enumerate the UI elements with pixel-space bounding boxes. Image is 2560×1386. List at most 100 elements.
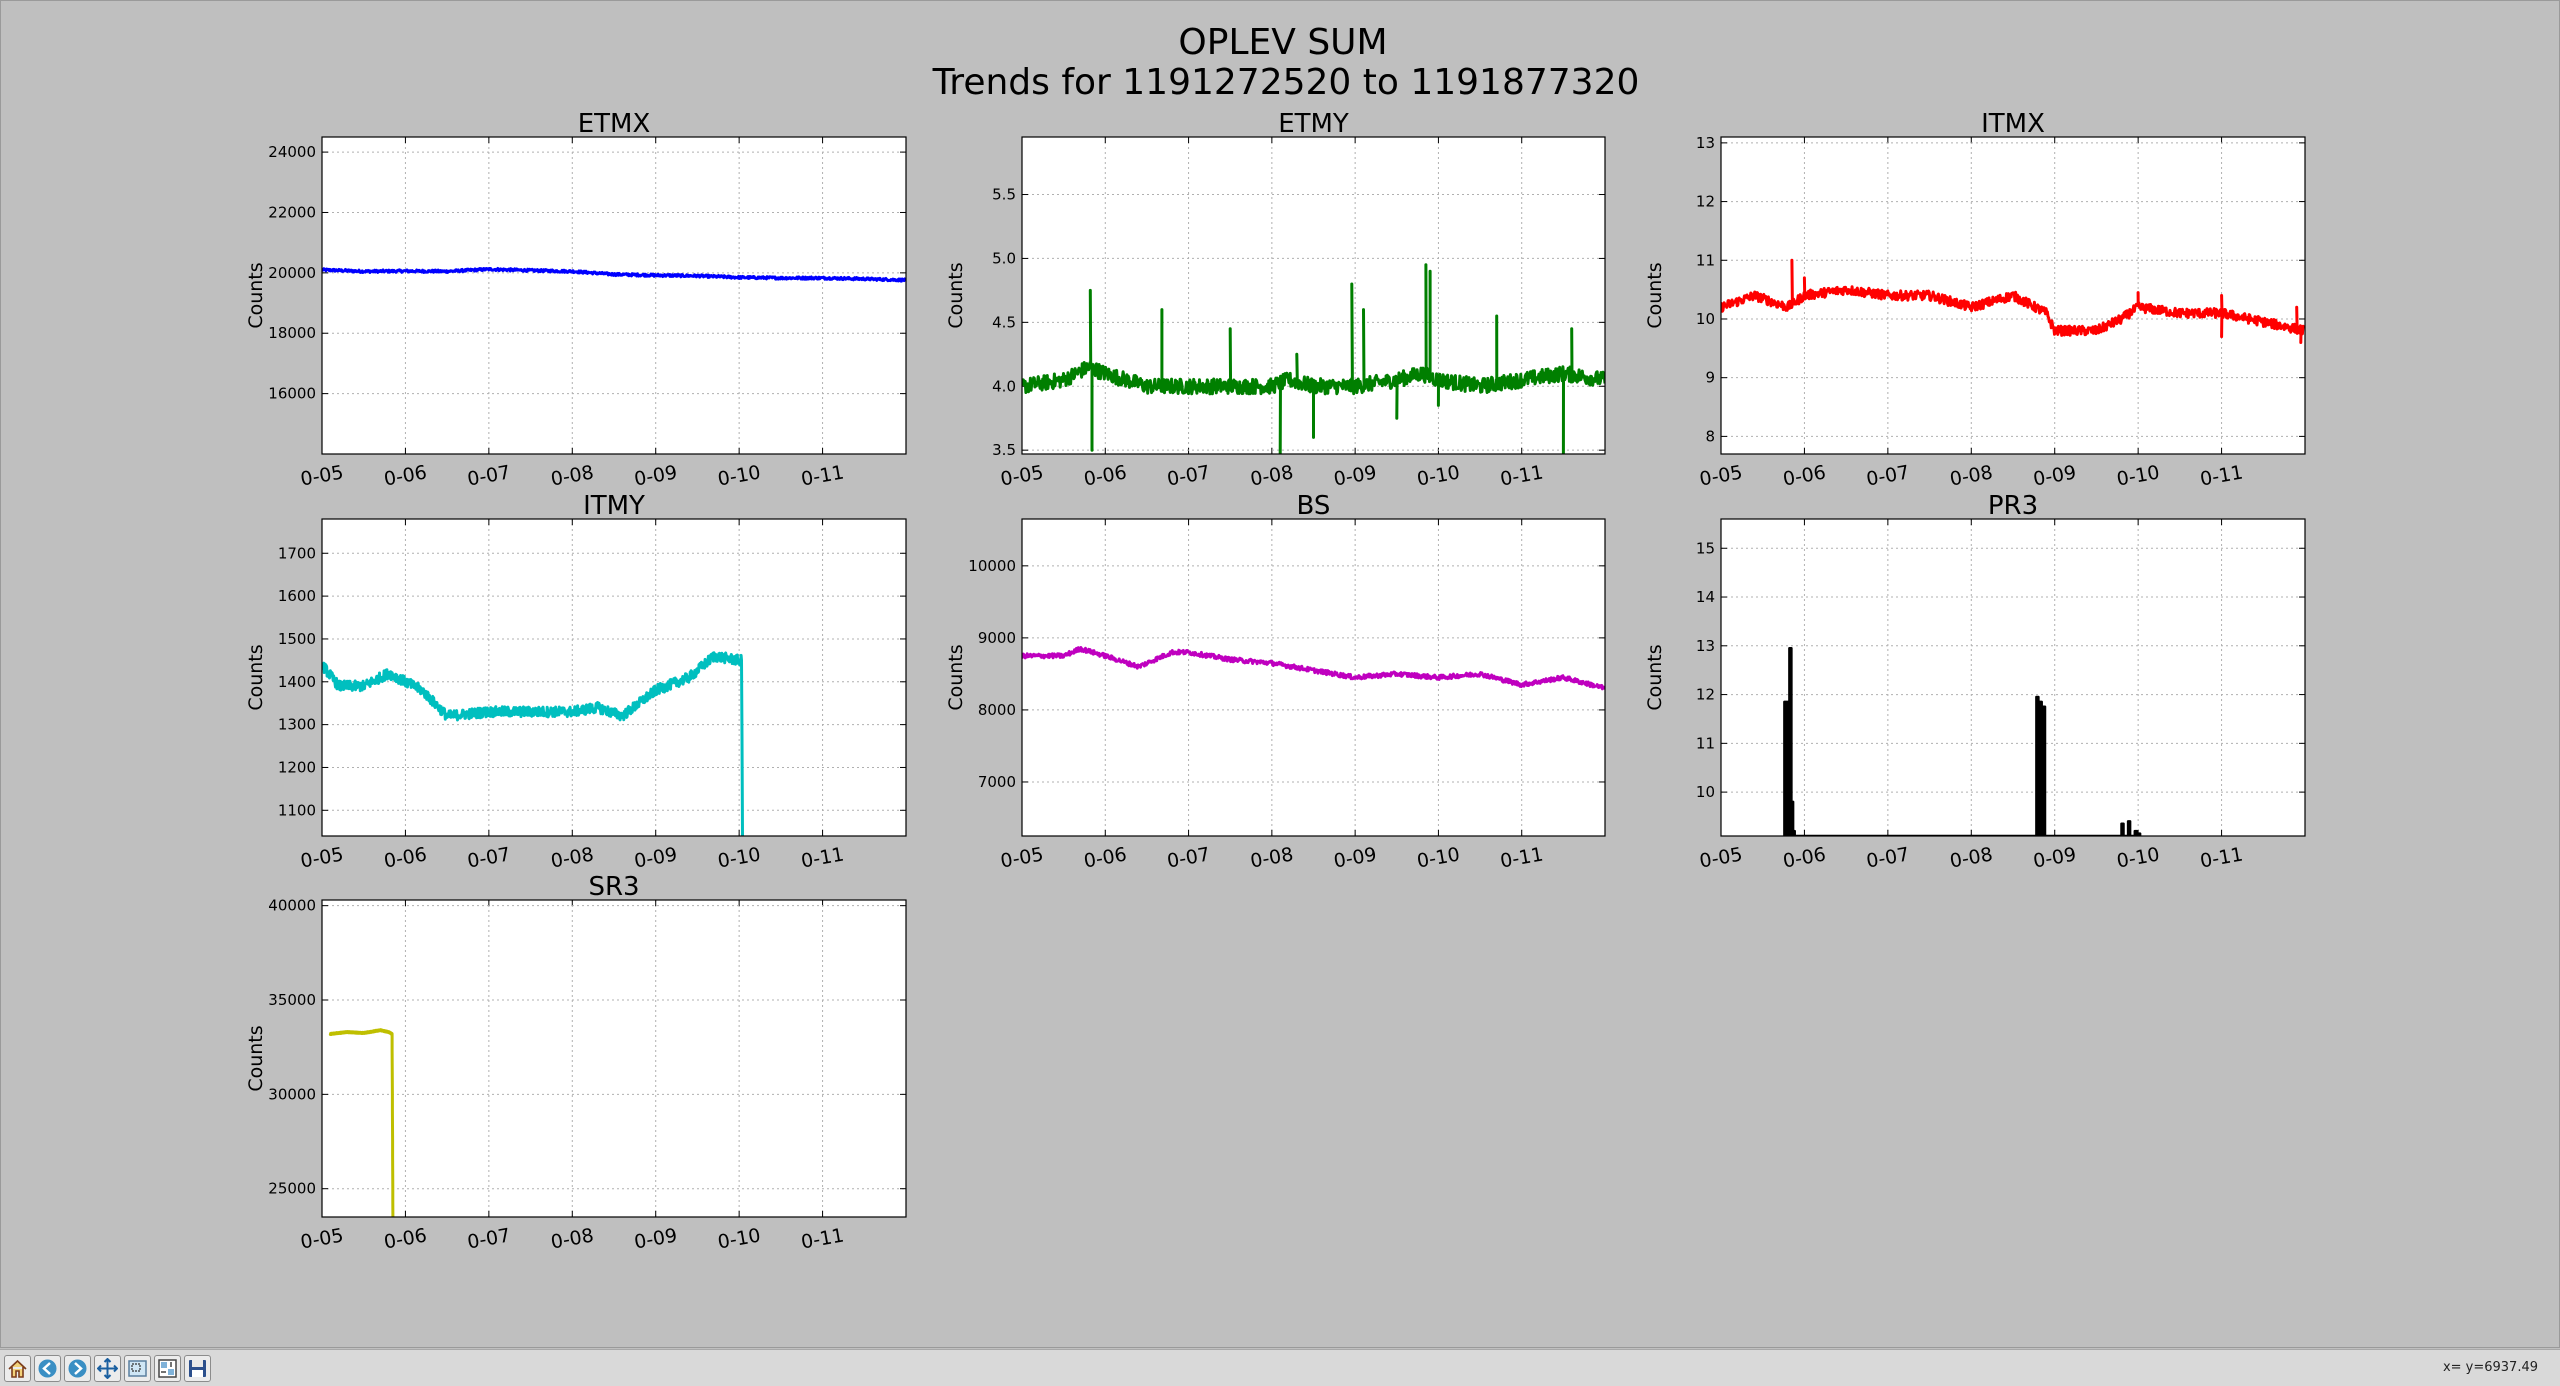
x-tick-label: 0-10	[716, 843, 762, 872]
y-axis-label: Counts	[245, 262, 267, 328]
y-tick-label: 1600	[278, 587, 316, 605]
y-tick-label: 13	[1696, 637, 1715, 655]
y-axis-label: Counts	[1644, 262, 1666, 328]
x-tick-label: 0-07	[466, 461, 512, 490]
x-tick-label: 0-05	[299, 1224, 345, 1253]
navigation-toolbar: x= y=6937.49	[0, 1349, 2560, 1386]
y-tick-label: 7000	[978, 773, 1016, 791]
y-tick-label: 12	[1696, 193, 1715, 211]
x-tick-label: 0-09	[2032, 461, 2078, 490]
axes-frame	[321, 518, 907, 837]
subplots-button[interactable]	[154, 1355, 181, 1382]
axes-background	[1022, 519, 1605, 836]
x-tick-label: 0-05	[1698, 461, 1744, 490]
x-tick-label: 0-05	[299, 843, 345, 872]
subplot-title: ITMY	[583, 491, 645, 521]
y-tick-label: 4.5	[992, 313, 1016, 331]
floppy-disk-icon	[189, 1360, 206, 1377]
x-tick-label: 0-09	[2032, 843, 2078, 872]
x-tick-label: 0-09	[1332, 843, 1378, 872]
axes-background	[322, 900, 906, 1217]
axes-frame	[1021, 518, 1606, 837]
x-tick-label: 0-10	[716, 1224, 762, 1253]
y-tick-label: 1100	[278, 801, 316, 819]
y-tick-label: 3.5	[992, 441, 1016, 459]
y-tick-label: 25000	[268, 1180, 316, 1198]
x-tick-label: 0-07	[1165, 843, 1211, 872]
x-tick-label: 0-05	[299, 461, 345, 490]
x-tick-label: 0-08	[1948, 843, 1994, 872]
y-tick-label: 15	[1696, 539, 1715, 557]
x-tick-label: 0-08	[1249, 843, 1295, 872]
x-tick-label: 0-11	[1499, 843, 1545, 872]
x-tick-label: 0-06	[1082, 843, 1128, 872]
y-tick-label: 1400	[278, 673, 316, 691]
x-tick-label: 0-10	[2115, 461, 2161, 490]
x-tick-label: 0-06	[1781, 843, 1827, 872]
y-tick-label: 13	[1696, 134, 1715, 152]
x-tick-label: 0-07	[466, 843, 512, 872]
subplot-itmy: 0-05 0-06 0-07 0-08 0-09 0-10 0-11 1100 1200 1300…	[245, 491, 907, 873]
x-tick-label: 0-06	[1082, 461, 1128, 490]
y-tick-label: 40000	[268, 897, 316, 915]
subplot-etmy: 0-05 0-06 0-07 0-08 0-09 0-10 0-11 3.5 4.0 4.5 5.0…	[945, 109, 1606, 491]
series-line-etmy	[1022, 263, 1605, 454]
y-tick-label: 9000	[978, 629, 1016, 647]
move-icon	[97, 1358, 118, 1379]
y-tick-label: 9	[1705, 369, 1715, 387]
x-tick-label: 0-09	[633, 1224, 679, 1253]
series-line-bs	[1022, 646, 1605, 691]
x-tick-label: 0-07	[1865, 461, 1911, 490]
subplot-title: ITMX	[1981, 109, 2045, 139]
y-tick-label: 1300	[278, 716, 316, 734]
x-tick-label: 0-08	[1948, 461, 1994, 490]
x-tick-label: 0-08	[549, 843, 595, 872]
y-tick-label: 5.0	[992, 249, 1016, 267]
x-tick-label: 0-11	[799, 461, 845, 490]
subplot-title: SR3	[588, 872, 639, 902]
y-tick-label: 30000	[268, 1085, 316, 1103]
x-tick-label: 0-07	[1165, 461, 1211, 490]
y-tick-label: 16000	[268, 385, 316, 403]
zoom-rect-icon	[128, 1360, 147, 1377]
figure-canvas: OPLEV SUM Trends for 1191272520 to 11918…	[245, 22, 2306, 1254]
axes-frame	[321, 136, 907, 455]
x-tick-label: 0-05	[999, 461, 1045, 490]
series-line-itmy	[322, 651, 744, 836]
x-tick-label: 0-08	[549, 1224, 595, 1253]
home-button[interactable]	[4, 1355, 31, 1382]
zoom-button[interactable]	[124, 1355, 151, 1382]
x-tick-label: 0-10	[1415, 843, 1461, 872]
subplot-bs: 0-05 0-06 0-07 0-08 0-09 0-10 0-11 7000 8000 9000…	[945, 491, 1606, 873]
axes-background	[1721, 519, 2305, 836]
x-tick-label: 0-05	[1698, 843, 1744, 872]
series-line-etmx	[322, 267, 906, 283]
y-tick-label: 20000	[268, 264, 316, 282]
series-line-sr3	[328, 1028, 395, 1217]
x-tick-label: 0-09	[1332, 461, 1378, 490]
y-tick-label: 4.0	[992, 377, 1016, 395]
pan-button[interactable]	[94, 1355, 121, 1382]
y-tick-label: 1700	[278, 544, 316, 562]
x-tick-label: 0-10	[1415, 461, 1461, 490]
x-tick-label: 0-09	[633, 461, 679, 490]
figure-title: OPLEV SUM	[1178, 22, 1387, 63]
y-tick-label: 1500	[278, 630, 316, 648]
forward-button[interactable]	[64, 1355, 91, 1382]
y-tick-label: 8	[1705, 427, 1715, 445]
back-button[interactable]	[34, 1355, 61, 1382]
y-axis-label: Counts	[945, 644, 967, 710]
x-tick-label: 0-11	[799, 1224, 845, 1253]
y-tick-label: 5.5	[992, 186, 1016, 204]
axes-background	[322, 137, 906, 454]
subplot-title: BS	[1297, 491, 1331, 521]
subplots: 0-05 0-06 0-07 0-08 0-09 0-10 0-11 16000 18000 20…	[245, 109, 2306, 1254]
x-tick-label: 0-07	[1865, 843, 1911, 872]
x-tick-label: 0-11	[799, 843, 845, 872]
axes-frame	[1021, 136, 1606, 455]
y-axis-label: Counts	[945, 262, 967, 328]
y-tick-label: 10	[1696, 783, 1715, 801]
save-button[interactable]	[184, 1355, 211, 1382]
y-tick-label: 11	[1696, 734, 1715, 752]
y-tick-label: 1200	[278, 758, 316, 776]
